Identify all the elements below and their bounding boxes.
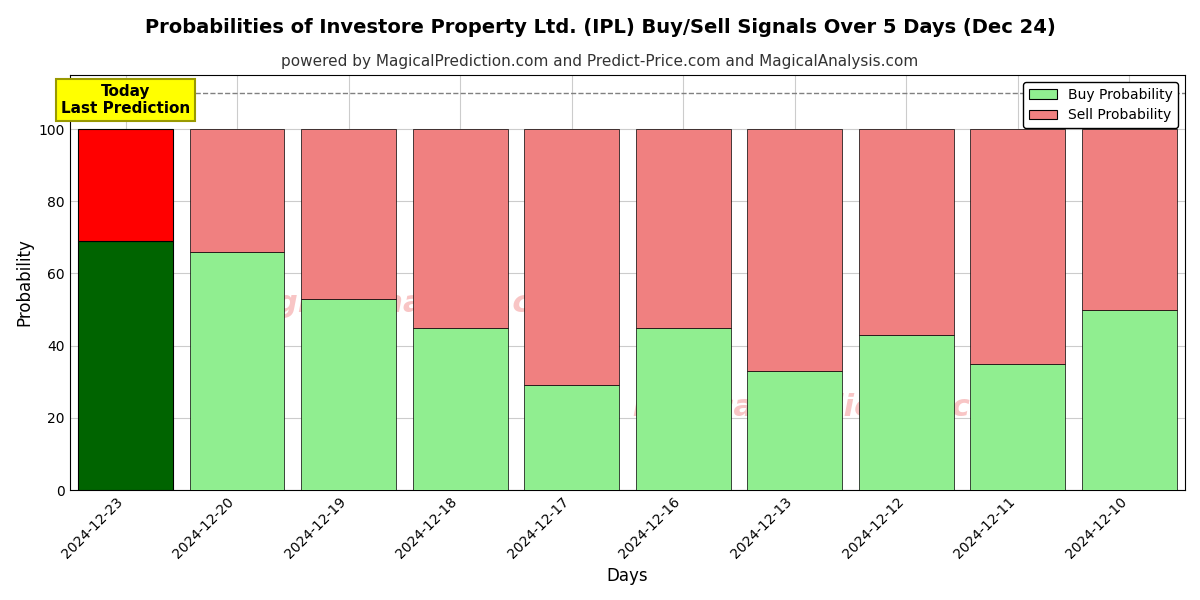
Bar [524, 385, 619, 490]
X-axis label: Days: Days [606, 567, 648, 585]
Bar [78, 129, 173, 241]
Bar [301, 129, 396, 299]
Bar [301, 299, 396, 490]
Text: powered by MagicalPrediction.com and Predict-Price.com and MagicalAnalysis.com: powered by MagicalPrediction.com and Pre… [281, 54, 919, 69]
Bar [524, 129, 619, 385]
Bar [78, 241, 173, 490]
Bar [859, 335, 954, 490]
Bar [971, 129, 1066, 364]
Bar [748, 129, 842, 371]
Bar [971, 364, 1066, 490]
Bar [1082, 310, 1177, 490]
Bar [413, 328, 508, 490]
Y-axis label: Probability: Probability [14, 239, 34, 326]
Bar [748, 371, 842, 490]
Bar [636, 129, 731, 328]
Legend: Buy Probability, Sell Probability: Buy Probability, Sell Probability [1024, 82, 1178, 128]
Bar [190, 252, 284, 490]
Text: MagicalPrediction.com: MagicalPrediction.com [632, 392, 1024, 422]
Bar [413, 129, 508, 328]
Bar [636, 328, 731, 490]
Bar [1082, 129, 1177, 310]
Text: MagicalAnalysis.com: MagicalAnalysis.com [226, 289, 583, 318]
Text: Probabilities of Investore Property Ltd. (IPL) Buy/Sell Signals Over 5 Days (Dec: Probabilities of Investore Property Ltd.… [145, 18, 1055, 37]
Text: Today
Last Prediction: Today Last Prediction [61, 84, 190, 116]
Bar [859, 129, 954, 335]
Bar [190, 129, 284, 252]
